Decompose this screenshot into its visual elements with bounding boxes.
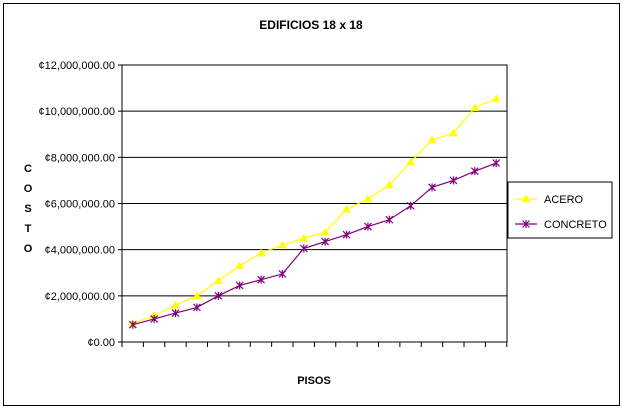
data-point-asterisk [150,314,159,323]
data-point-triangle [406,157,416,166]
data-point-triangle [278,240,287,249]
data-point-triangle [363,194,373,203]
chart-title: EDIFICIOS 18 x 18 [259,18,363,32]
data-point-asterisk [522,220,530,228]
series-concreto [128,159,501,329]
data-point-triangle [470,103,480,111]
y-tick-label: ¢10,000,000.00 [39,106,115,118]
legend-item: CONCRETO [515,219,607,231]
series-line [132,97,497,325]
data-point-asterisk [470,167,479,176]
data-point-asterisk [278,269,287,278]
data-point-asterisk [171,309,180,318]
gridlines [122,110,507,297]
data-point-asterisk [235,281,244,290]
data-point-asterisk [364,222,372,231]
series-layer [128,93,501,329]
y-tick-label: ¢8,000,000.00 [45,152,115,164]
data-point-triangle [427,135,437,144]
data-point-asterisk [257,275,265,284]
data-point-asterisk [128,320,137,329]
legend-label: ACERO [544,194,584,206]
legend-box [507,181,613,239]
data-point-asterisk [385,215,394,224]
series-line [132,162,497,326]
legend-label: CONCRETO [544,219,607,231]
data-point-asterisk [492,159,501,168]
data-point-triangle [491,93,501,102]
data-point-asterisk [406,201,415,210]
data-point-triangle [384,180,394,189]
legend: ACERO CONCRETO [507,181,613,239]
data-point-asterisk [214,291,223,300]
x-axis-ticks [121,342,508,347]
data-point-asterisk [428,183,436,192]
data-point-triangle [342,204,351,213]
y-tick-label: ¢4,000,000.00 [45,245,115,257]
data-point-asterisk [449,176,458,185]
data-point-triangle [192,291,202,300]
data-point-asterisk [342,230,351,239]
x-axis-label: PISOS [297,375,331,387]
y-tick-label: ¢2,000,000.00 [45,291,115,303]
data-point-asterisk [299,244,308,253]
data-point-triangle [299,233,309,242]
data-point-triangle [171,300,180,309]
y-tick-label: ¢12,000,000.00 [39,60,115,72]
data-point-triangle [256,248,266,257]
chart-frame: EDIFICIOS 18 x 18 ¢0.00 ¢2,000,000.00 ¢4,0… [3,3,620,406]
data-point-triangle [213,276,223,285]
legend-item: ACERO [515,194,584,206]
y-axis-ticks: ¢0.00 ¢2,000,000.00 ¢4,000,000.00 ¢6,000,00… [39,60,122,349]
data-point-triangle [320,227,330,236]
data-point-asterisk [321,237,330,246]
data-point-triangle [235,261,245,270]
data-point-asterisk [193,303,201,312]
data-point-triangle [521,194,531,203]
line-chart: EDIFICIOS 18 x 18 ¢0.00 ¢2,000,000.00 ¢4,0… [24,18,613,387]
data-point-triangle [449,128,458,137]
y-tick-label: ¢6,000,000.00 [45,199,115,211]
y-tick-label: ¢0.00 [87,337,115,349]
legend-items: ACERO CONCRETO [515,194,607,231]
